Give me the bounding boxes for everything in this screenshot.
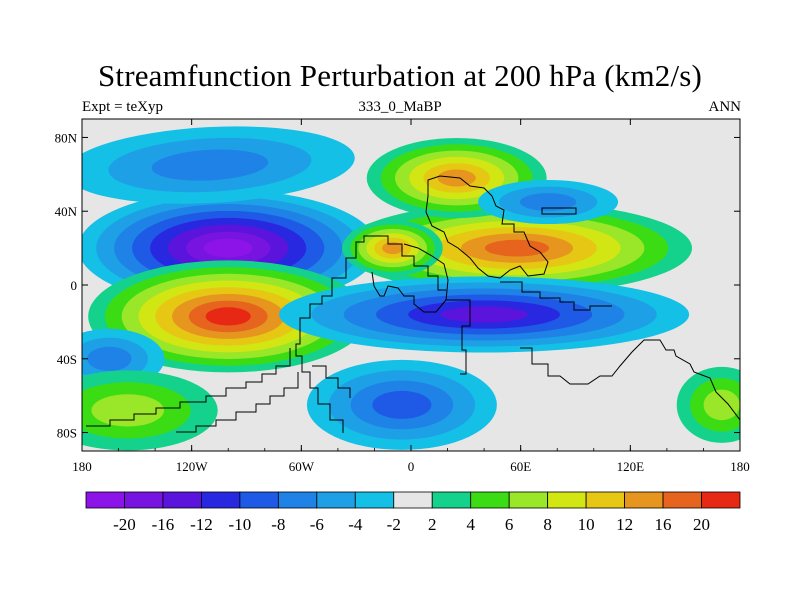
colorbar-label: 12 <box>616 515 633 534</box>
season-label: ANN <box>708 99 742 115</box>
colorbar-swatch <box>162 491 202 509</box>
x-tick-label: 120W <box>176 459 209 474</box>
colorbar-label: 10 <box>578 515 595 534</box>
colorbar-label: -10 <box>229 515 252 534</box>
contour-feature <box>88 260 369 373</box>
chart-title: Streamfunction Perturbation at 200 hPa (… <box>97 58 703 93</box>
colorbar-swatch <box>201 491 241 509</box>
colorbar-label: 6 <box>505 515 514 534</box>
coastline-southern-continent <box>446 299 471 375</box>
coastline-southwest <box>86 348 291 427</box>
colorbar-label: 4 <box>466 515 475 534</box>
colorbar-swatch <box>662 491 702 509</box>
coastline-antarctic-margin <box>176 372 299 433</box>
x-tick-label: 60W <box>289 459 315 474</box>
contour-feature <box>478 180 619 224</box>
colorbar-swatch <box>239 491 279 509</box>
colorbar-swatch <box>701 491 741 509</box>
coastline-central-africa <box>371 243 449 313</box>
y-tick-label: 40S <box>57 352 77 367</box>
experiment-label: Expt = teXyp <box>82 99 163 115</box>
contour-band <box>519 193 577 211</box>
contour-fill-layer <box>82 126 740 451</box>
colorbar-label: -6 <box>310 515 324 534</box>
contour-feature <box>676 366 740 443</box>
contour-band <box>703 389 740 421</box>
colorbar-label: 16 <box>655 515 672 534</box>
coastline-south-asia <box>500 281 612 311</box>
colorbar-label: -8 <box>271 515 285 534</box>
colorbar-swatch <box>354 491 395 509</box>
coastline-australia <box>520 339 740 421</box>
coastline-layer <box>86 175 740 433</box>
contour-band <box>205 307 251 326</box>
colorbar-swatch <box>277 491 318 509</box>
colorbar-label: -16 <box>152 515 175 534</box>
y-tick-label: 40N <box>55 204 78 219</box>
contour-feature <box>306 359 497 450</box>
contour-feature <box>82 370 218 451</box>
x-axis: 180 120W 60W 0 60E 120E 180 <box>72 119 750 474</box>
colorbar-label: 8 <box>543 515 552 534</box>
x-tick-label: 180 <box>730 459 750 474</box>
contour-feature <box>342 220 443 277</box>
contour-band <box>382 242 404 255</box>
contour-band <box>151 149 269 181</box>
coastline-north-america <box>295 235 446 433</box>
coastline-lake <box>541 207 577 215</box>
colorbar-swatch <box>124 491 164 509</box>
x-tick-label: 120E <box>617 459 645 474</box>
contour-band <box>372 390 432 419</box>
contour-band <box>440 306 528 323</box>
contour-band <box>87 346 132 371</box>
y-tick-label: 0 <box>71 278 78 293</box>
colorbar-swatch <box>624 491 664 509</box>
colorbar-label: -12 <box>190 515 213 534</box>
contour-feature <box>279 276 690 353</box>
colorbar-swatch <box>85 491 125 509</box>
colorbar-label: 20 <box>693 515 710 534</box>
period-label: 333_0_MaBP <box>358 99 442 115</box>
colorbar-swatch <box>585 491 625 509</box>
contour-band <box>484 239 550 257</box>
colorbar-label: -4 <box>348 515 363 534</box>
x-tick-label: 0 <box>408 459 415 474</box>
x-tick-label: 60E <box>510 459 531 474</box>
contour-band <box>203 238 253 258</box>
y-axis: 80N 40N 0 40S 80S <box>55 130 740 441</box>
colorbar-swatch <box>316 491 356 509</box>
colorbar-label: -2 <box>387 515 401 534</box>
contour-feature <box>82 126 355 204</box>
coastline-eurasia <box>425 175 549 279</box>
coastline-small-arc <box>312 365 351 398</box>
y-tick-label: 80N <box>55 130 78 145</box>
colorbar-swatch <box>508 491 549 509</box>
contour-feature <box>342 202 692 295</box>
colorbar-swatch <box>431 491 472 509</box>
colorbar-swatch <box>393 491 433 509</box>
colorbar-label: 2 <box>428 515 437 534</box>
contour-band <box>91 394 164 427</box>
colorbar-swatch <box>470 491 510 509</box>
x-tick-label: 180 <box>72 459 92 474</box>
colorbar-label: -20 <box>113 515 136 534</box>
colorbar-swatch <box>547 491 587 509</box>
colorbar: -20 -16 -12 -10 -8 -6 -4 -2 2 4 6 8 10 12 16 20 <box>85 491 741 534</box>
y-tick-label: 80S <box>57 426 77 441</box>
